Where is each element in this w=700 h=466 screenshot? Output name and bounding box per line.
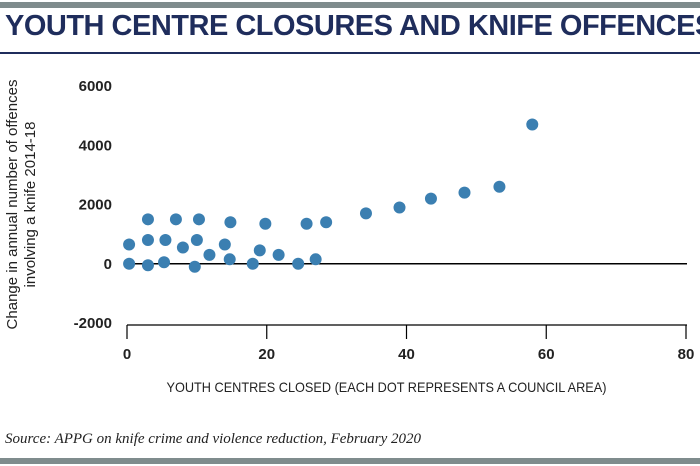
data-point [259,217,272,230]
data-point [218,238,231,251]
data-point [526,118,539,131]
bottom-rule [0,458,700,464]
data-point [253,244,266,257]
data-point [158,256,171,269]
data-point [223,253,236,266]
data-point [424,192,437,205]
top-rule [0,2,700,8]
y-tick-label: 6000 [79,78,112,95]
y-axis-label-line2: involving a knife 2014-18 [22,122,39,288]
data-point [292,257,305,270]
data-point [493,180,506,193]
x-tick-label: 20 [258,346,275,363]
data-point [393,201,406,214]
x-tick-label: 40 [398,346,415,363]
source-note: Source: APPG on knife crime and violence… [5,431,421,447]
data-point [169,213,182,226]
x-axis-ticks: 0 20 40 60 80 [123,325,695,363]
x-tick-label: 0 [123,346,131,363]
data-point [300,217,313,230]
data-point [309,253,322,266]
data-point [359,207,372,220]
y-tick-label: 4000 [79,137,112,154]
y-tick-label: 0 [104,256,112,273]
data-point [190,234,203,247]
y-axis-label-line1: Change in annual number of offences [4,80,21,330]
data-point [141,259,154,272]
title-rule [0,52,700,54]
data-point [246,257,259,270]
data-point [272,248,285,261]
data-point [141,213,154,226]
x-tick-label: 60 [538,346,555,363]
data-point [176,241,189,254]
data-point [203,248,216,261]
data-point [159,234,172,247]
data-point [320,216,333,229]
y-tick-label: -2000 [74,315,112,332]
data-point [188,260,201,273]
data-point [141,234,154,247]
x-tick-label: 80 [678,346,695,363]
x-axis-label: YOUTH CENTRES CLOSED (EACH DOT REPRESENT… [167,379,607,395]
chart-title: YOUTH CENTRE CLOSURES AND KNIFE OFFENCES [5,10,700,42]
data-points [123,118,539,273]
data-point [123,257,136,270]
data-point [458,186,471,199]
y-tick-label: 2000 [79,197,112,214]
data-point [123,238,136,251]
data-point [224,216,237,229]
data-point [192,213,205,226]
y-axis-ticks: 6000 4000 2000 0 -2000 [74,78,112,332]
